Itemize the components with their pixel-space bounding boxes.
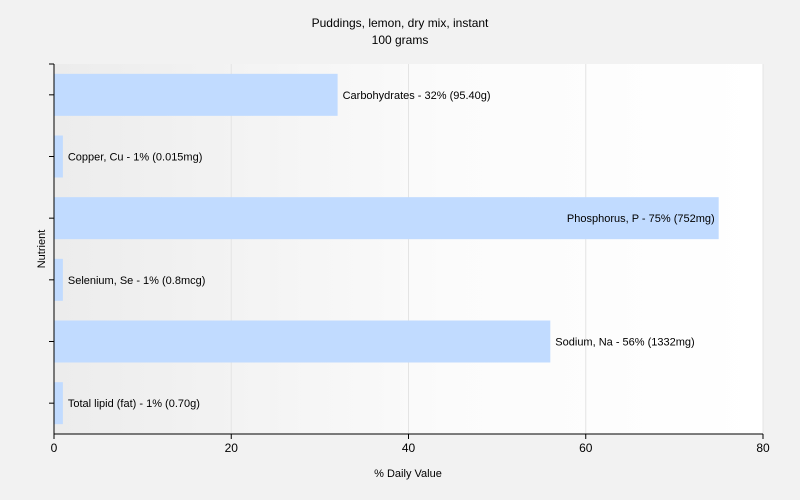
bar-label: Copper, Cu - 1% (0.015mg) xyxy=(68,152,203,164)
bar xyxy=(54,258,63,301)
x-tick-label: 40 xyxy=(402,441,416,455)
bar xyxy=(54,135,63,178)
x-tick-label: 80 xyxy=(756,441,770,455)
bar-label: Carbohydrates - 32% (95.40g) xyxy=(343,90,491,102)
x-axis-label: % Daily Value xyxy=(374,468,442,480)
bar xyxy=(54,382,63,425)
chart-title: Puddings, lemon, dry mix, instant xyxy=(311,16,489,30)
chart-subtitle: 100 grams xyxy=(371,33,429,47)
bar xyxy=(54,197,719,240)
bar-label: Phosphorus, P - 75% (752mg) xyxy=(567,213,715,225)
bar-label: Total lipid (fat) - 1% (0.70g) xyxy=(68,398,200,410)
x-tick-label: 60 xyxy=(579,441,593,455)
bar xyxy=(54,73,338,116)
y-axis-label: Nutrient xyxy=(36,230,48,269)
bar-label: Selenium, Se - 1% (0.8mcg) xyxy=(68,275,206,287)
bar xyxy=(54,320,551,363)
bar-label: Sodium, Na - 56% (1332mg) xyxy=(555,337,694,349)
x-tick-label: 0 xyxy=(51,441,58,455)
x-tick-label: 20 xyxy=(225,441,239,455)
